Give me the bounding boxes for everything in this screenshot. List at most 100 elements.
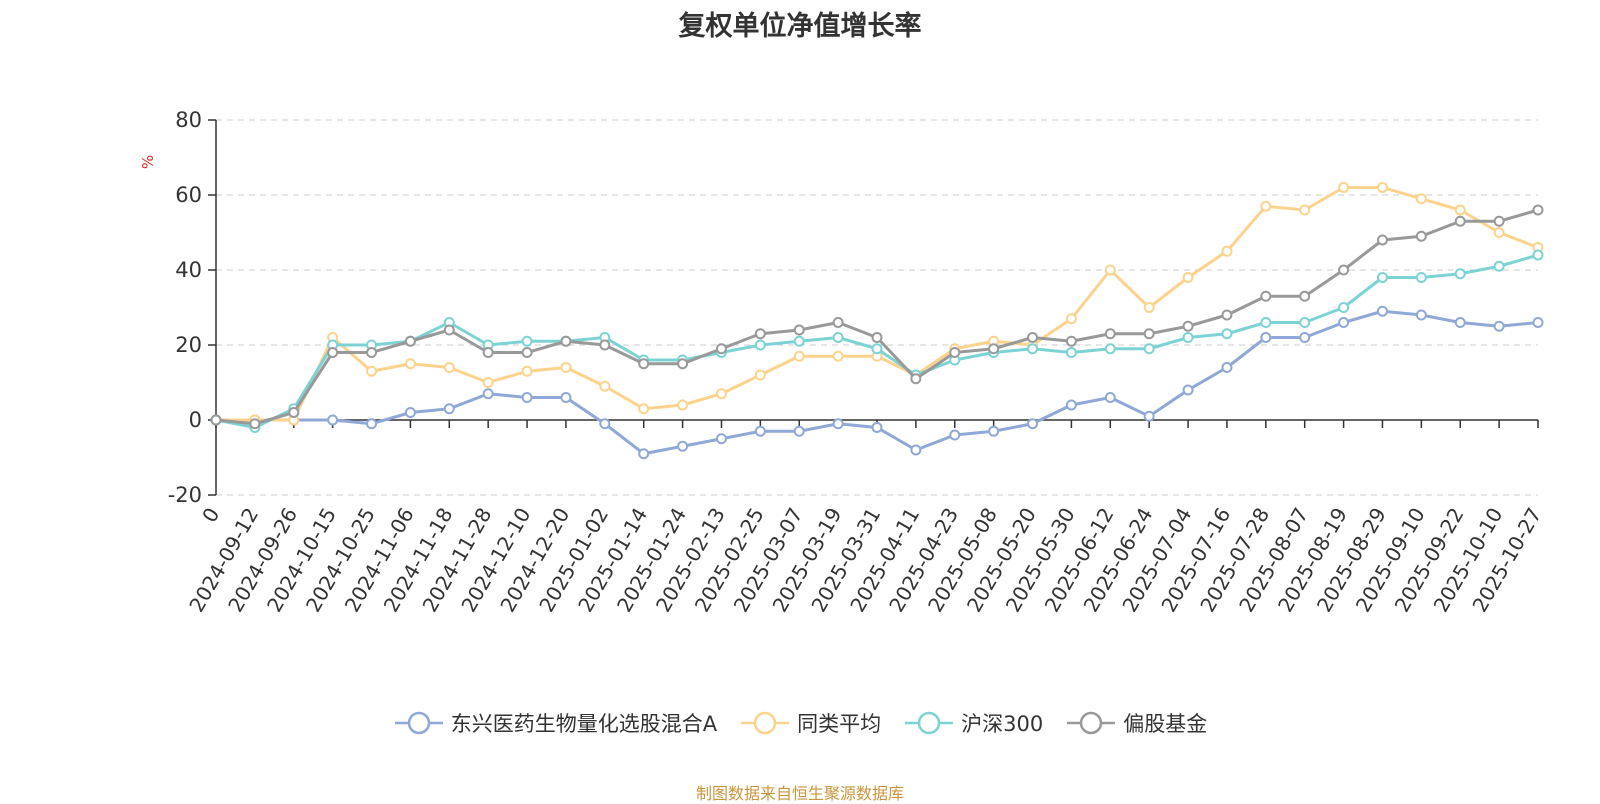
data-point [327,414,339,426]
data-point [677,399,689,411]
data-point [521,335,533,347]
data-point [871,332,883,343]
data-point [1182,384,1194,396]
data-point [715,433,727,445]
data-point [1454,215,1466,227]
data-point [1143,328,1155,340]
legend-item[interactable]: 偏股基金 [1065,708,1207,738]
data-point [1260,290,1272,302]
data-point [1299,332,1311,343]
data-point [754,328,766,340]
legend-label: 同类平均 [797,712,882,736]
data-point [1104,392,1116,403]
data-point [1376,182,1388,193]
data-point [1065,347,1077,358]
data-point [599,418,611,430]
data-point [404,335,416,347]
chart-title: 复权单位净值增长率 [678,11,922,42]
legend-item[interactable]: 沪深300 [903,708,1043,738]
data-point [1338,264,1350,276]
data-point [443,362,455,373]
legend-swatch [741,711,790,735]
data-point [210,414,222,426]
legend-swatch [1067,711,1116,735]
series-lines [210,182,1544,460]
data-point [482,377,494,388]
data-point [327,347,339,358]
data-point [1338,182,1350,193]
legend: 东兴医药生物量化选股混合A 同类平均 沪深300 偏股基金 [0,708,1600,738]
data-point [871,422,883,433]
data-point [1299,204,1311,216]
legend-swatch [394,711,443,735]
data-point [1260,332,1272,343]
data-point [1221,328,1233,340]
data-point [1182,320,1194,332]
y-tick-label: -20 [168,483,202,507]
data-point [1143,410,1155,422]
data-point [482,347,494,358]
series-line [215,208,1539,426]
y-axis-label: % [139,155,157,169]
data-point [1454,317,1466,328]
data-point [1260,317,1272,328]
data-point [521,347,533,358]
data-point [793,350,805,362]
data-point [1065,335,1077,347]
data-point [949,429,961,441]
data-point [1221,245,1233,257]
legend-swatch [905,711,954,735]
data-point [1376,272,1388,283]
legend-marker [917,711,941,735]
data-point [560,392,572,403]
data-point [754,369,766,381]
data-point [366,418,378,430]
line-chart: -2002040608002024-09-122024-09-262024-10… [139,108,1547,616]
data-point [1454,204,1466,216]
data-point [1376,234,1388,246]
data-point [1415,230,1427,242]
data-point [1027,418,1039,430]
data-point [910,373,922,385]
data-point [638,358,650,370]
legend-marker [1079,711,1103,735]
data-point [1065,399,1077,411]
data-point [249,418,261,430]
data-point [1454,268,1466,280]
series-2 [210,249,1544,433]
data-point [1221,309,1233,321]
legend-label: 沪深300 [961,712,1044,736]
data-point [832,317,844,328]
data-point [949,347,961,358]
legend-label: 偏股基金 [1123,712,1208,736]
series-3 [210,204,1544,430]
source-note: 制图数据来自恒生聚源数据库 [695,784,904,803]
data-point [910,444,922,456]
data-point [754,339,766,351]
data-point [1338,317,1350,328]
data-point [1299,317,1311,328]
legend-item[interactable]: 东兴医药生物量化选股混合A [393,708,717,738]
series-0 [210,305,1544,460]
data-point [1027,343,1039,355]
data-point [677,440,689,452]
y-tick-label: 20 [175,333,202,357]
data-point [754,425,766,437]
data-point [1143,302,1155,313]
data-point [1415,193,1427,205]
data-point [1493,215,1505,227]
data-point [1221,362,1233,373]
data-point [677,358,689,370]
legend-label: 东兴医药生物量化选股混合A [450,712,718,736]
data-point [1027,332,1039,343]
data-point [988,343,1000,355]
data-point [1415,309,1427,321]
y-tick-label: 40 [175,258,202,282]
axes: -2002040608002024-09-122024-09-262024-10… [168,108,1547,616]
data-point [1065,313,1077,325]
data-point [1104,328,1116,340]
data-point [988,425,1000,437]
legend-marker [753,711,777,735]
legend-item[interactable]: 同类平均 [739,708,881,738]
data-point [288,407,300,418]
